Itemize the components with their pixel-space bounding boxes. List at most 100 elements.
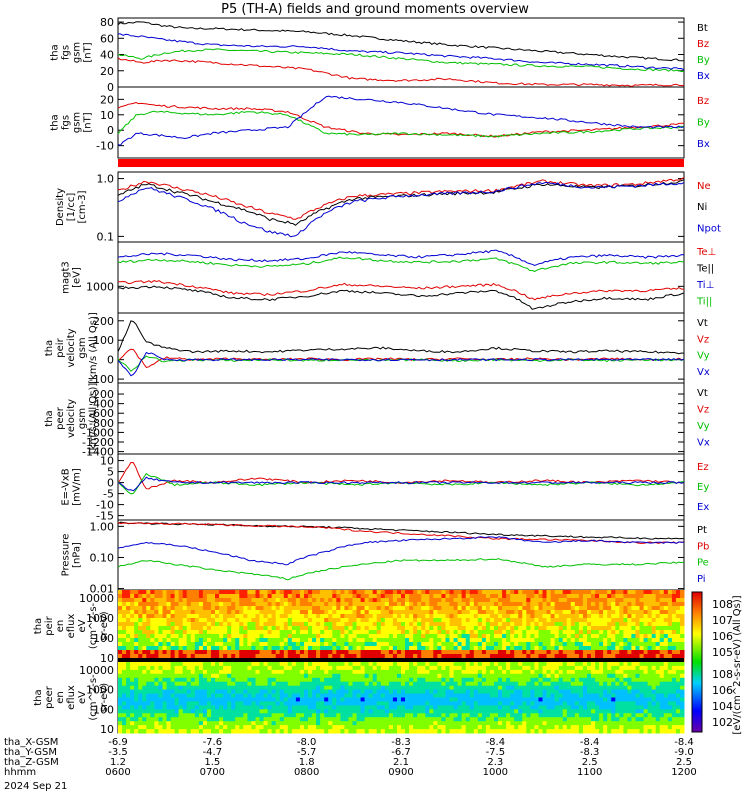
spectrogram-cell: [190, 705, 196, 710]
spectrogram-cell: [190, 681, 196, 687]
spectrogram-cell: [595, 681, 600, 687]
spectrogram-cell: [441, 598, 446, 603]
spectrogram-cell: [542, 673, 547, 679]
spectrogram-cell: [667, 673, 673, 679]
spectrogram-cell: [186, 689, 192, 694]
spectrogram-cell: [619, 677, 624, 683]
spectrogram-cell: [356, 650, 361, 655]
spectrogram-cell: [150, 654, 155, 659]
spectrogram-cell: [198, 673, 204, 679]
spectrogram-cell: [142, 689, 147, 694]
spectrogram-cell: [352, 685, 357, 691]
spectrogram-cell: [328, 650, 333, 655]
spectrogram-cell: [247, 618, 252, 623]
spectrogram-cell: [397, 606, 402, 611]
spectrogram-cell: [510, 681, 515, 687]
y-tick-label: 100: [93, 632, 114, 645]
spectrogram-cell: [659, 654, 665, 659]
spectrogram-cell: [675, 677, 681, 683]
spectrogram-cell: [259, 689, 264, 694]
y-axis-label: peer: [44, 685, 55, 709]
spectrogram-cell: [263, 594, 268, 599]
spectrogram-cell: [449, 614, 454, 619]
spectrogram-cell: [340, 594, 345, 599]
spectrogram-cell: [352, 673, 357, 679]
spectrogram-cell: [538, 634, 543, 639]
spectrogram-cell: [433, 654, 438, 659]
spectrogram-cell: [574, 606, 580, 611]
spectrogram-cell: [441, 685, 446, 691]
spectrogram-cell: [502, 701, 507, 706]
y-axis-label: peer: [55, 406, 66, 430]
spectrogram-cell: [142, 590, 147, 595]
spectrogram-cell: [526, 665, 531, 671]
spectrogram-cell: [328, 662, 333, 667]
spectrogram-cell: [263, 654, 268, 659]
spectrogram-cell: [429, 614, 434, 619]
spectrogram-cell: [271, 665, 277, 671]
spectrogram-cell: [316, 630, 321, 635]
spectrogram-cell: [627, 626, 632, 631]
spectrogram-cell: [542, 602, 547, 607]
legend-entry: Ne: [697, 181, 711, 192]
spectrogram-cell: [332, 634, 337, 639]
spectrogram-cell: [219, 650, 224, 655]
spectrogram-cell: [158, 673, 163, 679]
spectrogram-cell: [223, 618, 228, 623]
spectrogram-cell: [469, 693, 475, 698]
y-axis-label: sr-eV): [99, 683, 110, 712]
spectrogram-cell: [453, 654, 459, 659]
spectrogram-cell: [441, 677, 446, 683]
spectrogram-cell: [134, 606, 139, 611]
spectrogram-cell: [461, 713, 467, 718]
spectrogram-cell: [312, 717, 317, 722]
spectrogram-cell: [421, 697, 426, 702]
spectrogram-cell: [279, 721, 285, 726]
spectrogram-cell: [607, 665, 612, 671]
spectrogram-cell: [130, 614, 135, 619]
spectrogram-cell: [639, 598, 644, 603]
spectrogram-cell: [194, 697, 200, 702]
spectrogram-cell: [477, 598, 483, 603]
spectrogram-cell: [591, 717, 596, 722]
spectrogram-cell: [146, 638, 151, 643]
colorbar-tick-lower: 102: [712, 716, 733, 729]
spectrogram-cell: [465, 665, 471, 671]
spectrogram-cell: [449, 602, 454, 607]
spectrogram-cell: [134, 685, 139, 691]
spectrogram-cell: [570, 705, 576, 710]
spectrogram-cell: [659, 689, 665, 694]
spectrogram-cell: [433, 594, 438, 599]
spectrogram-cell: [312, 606, 317, 611]
spectrogram-cell: [118, 697, 123, 702]
spectrogram-cell: [340, 681, 345, 687]
spectrogram-cell: [570, 701, 576, 706]
legend-entry: Ni: [697, 202, 707, 213]
spectrogram-cell: [526, 669, 531, 675]
spectrogram-cell: [473, 685, 479, 691]
spectrogram-cell: [328, 669, 333, 675]
spectrogram-cell: [138, 693, 143, 698]
spectrogram-cell: [566, 665, 572, 671]
spectrogram-cell: [473, 721, 479, 726]
spectrogram-cell: [255, 693, 260, 698]
spectrogram-cell: [550, 638, 556, 643]
spectrogram-cell: [158, 681, 163, 687]
spectrogram-cell: [178, 590, 184, 595]
spectrogram-cell: [178, 662, 184, 667]
spectrogram-cell: [562, 677, 568, 683]
spectrogram-cell: [494, 681, 499, 687]
spectrogram-cell: [360, 689, 366, 694]
spectrogram-cell: [542, 650, 547, 655]
spectrogram-cell: [554, 634, 560, 639]
spectrogram-cell: [356, 717, 361, 722]
spectrogram-cell: [312, 626, 317, 631]
spectrogram-cell: [550, 646, 556, 651]
spectrogram-cell: [659, 590, 665, 595]
spectrogram-cell: [198, 594, 204, 599]
spectrogram-cell: [655, 705, 661, 710]
spectrogram-cell: [267, 602, 273, 607]
spectrogram-cell: [186, 642, 192, 647]
spectrogram-cell: [518, 598, 523, 603]
spectrogram-cell: [494, 610, 499, 615]
